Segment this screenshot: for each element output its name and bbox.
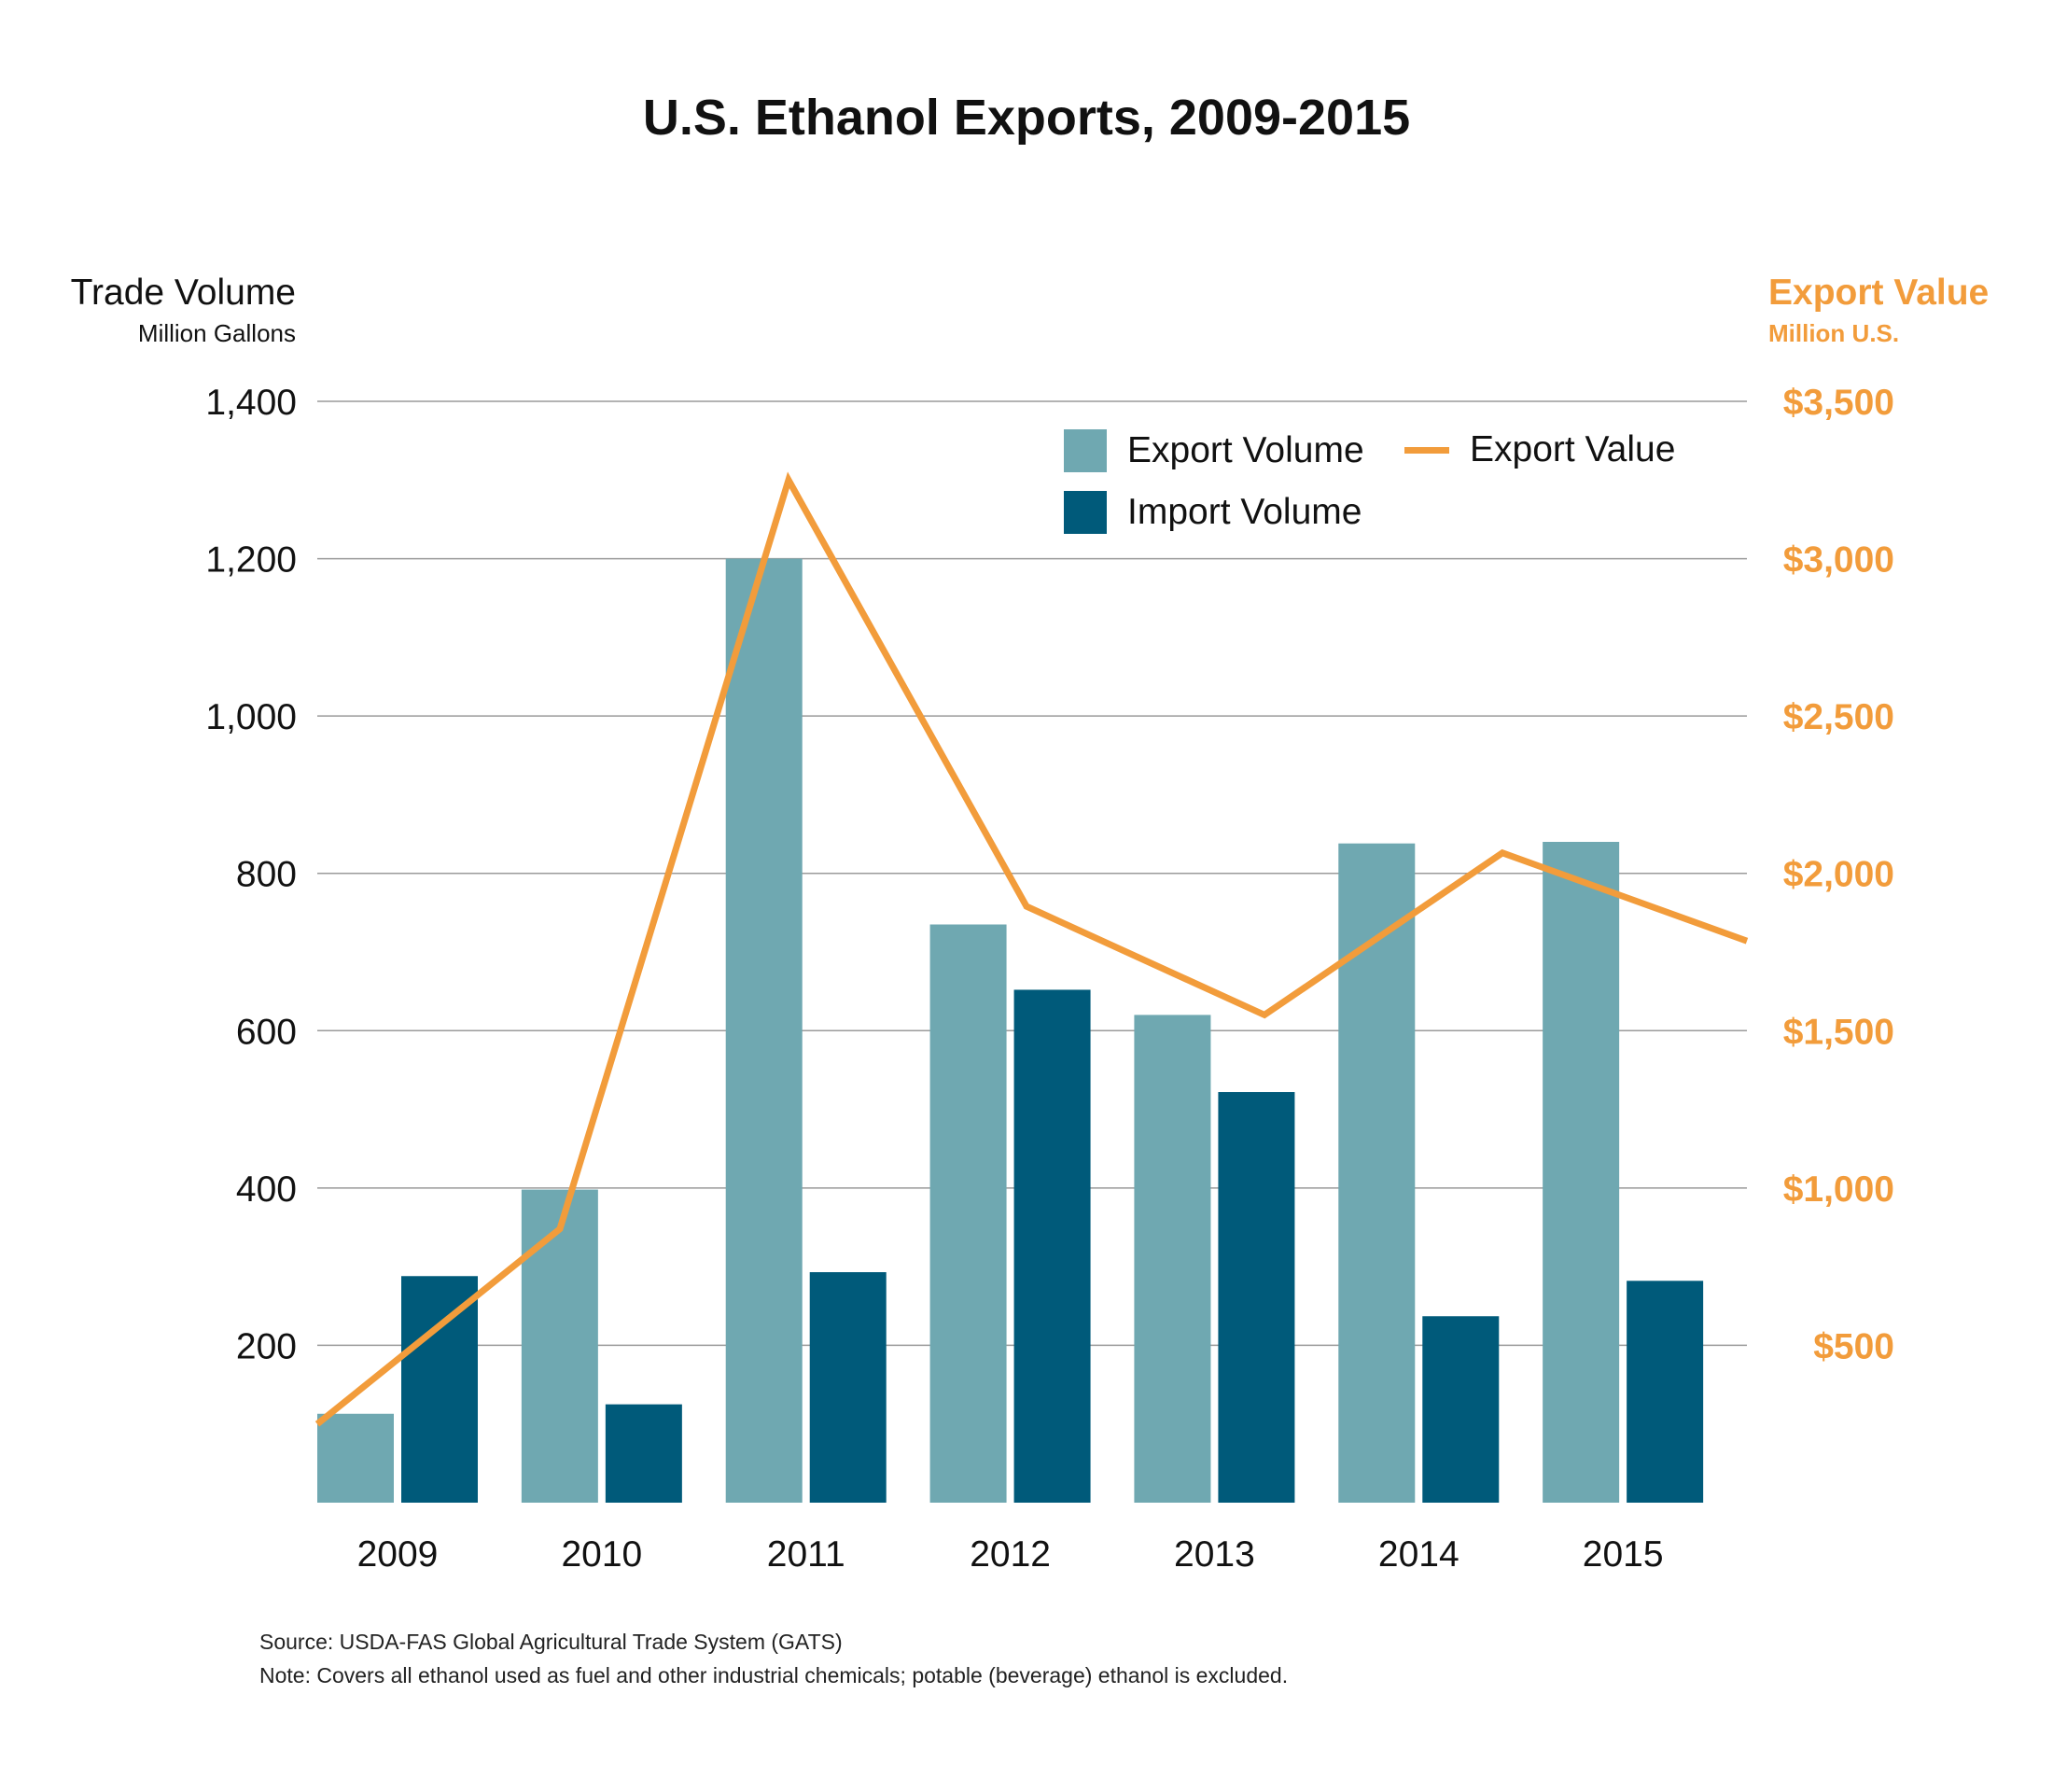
left-axis-subtitle: Million Gallons (137, 319, 296, 347)
chart-legend: Export Volume Import Volume Export Value (1064, 429, 1717, 560)
left-axis-tick-label: 200 (236, 1326, 297, 1366)
x-axis-tick-label: 2010 (561, 1534, 642, 1575)
left-axis-title: Trade Volume (70, 273, 296, 313)
export-volume-bar (1134, 1015, 1211, 1503)
coverage-note: Note: Covers all ethanol used as fuel an… (259, 1663, 1289, 1687)
right-axis-tick-label: $3,000 (1783, 540, 1894, 581)
export-volume-bar (929, 924, 1007, 1503)
legend-item-export-value: Export Value (1404, 429, 1675, 470)
right-axis-tick-label: $1,500 (1783, 1012, 1894, 1052)
x-axis-tick-label: 2011 (767, 1534, 845, 1575)
import-volume-bar (1422, 1316, 1500, 1503)
legend-item-import-volume: Import Volume (1064, 491, 1362, 534)
x-axis-tick-label: 2015 (1583, 1534, 1664, 1575)
import-volume-bar (809, 1272, 887, 1503)
legend-item-export-volume: Export Volume (1064, 429, 1364, 472)
left-axis-tick-label: 1,200 (205, 540, 297, 581)
x-axis-tick-label: 2012 (970, 1534, 1051, 1575)
import-volume-bar (1013, 989, 1091, 1503)
x-axis-tick-label: 2014 (1378, 1534, 1459, 1575)
x-axis-tick-label: 2009 (357, 1534, 439, 1575)
import-volume-bar (401, 1276, 478, 1503)
x-axis-tick-label: 2013 (1174, 1534, 1255, 1575)
right-axis-tick-label: $2,000 (1783, 855, 1894, 895)
right-axis-tick-label: $500 (1813, 1326, 1894, 1366)
right-axis-subtitle: Million U.S. (1768, 319, 1900, 347)
legend-label-export-value: Export Value (1470, 429, 1676, 469)
left-axis-tick-label: 400 (236, 1169, 297, 1210)
right-axis-tick-label: $3,500 (1783, 383, 1894, 423)
source-note: Source: USDA-FAS Global Agricultural Tra… (259, 1630, 843, 1654)
chart-title: U.S. Ethanol Exports, 2009-2015 (642, 90, 1411, 146)
import-volume-bar (1218, 1092, 1295, 1503)
legend-swatch-export-volume (1064, 429, 1107, 472)
export-volume-bar (725, 558, 803, 1503)
export-volume-bar (317, 1413, 394, 1503)
legend-swatch-export-value (1404, 446, 1449, 454)
export-volume-bar (1543, 842, 1620, 1503)
import-volume-bar (1627, 1281, 1704, 1503)
import-volume-bar (605, 1404, 682, 1503)
left-axis-tick-label: 600 (236, 1012, 297, 1052)
legend-label-import-volume: Import Volume (1127, 492, 1362, 532)
export-value-line (314, 471, 1749, 1427)
left-axis-tick-label: 1,400 (205, 383, 297, 423)
legend-label-export-volume: Export Volume (1127, 430, 1364, 470)
legend-swatch-import-volume (1064, 491, 1107, 534)
left-axis-tick-label: 800 (236, 855, 297, 895)
right-axis-tick-label: $2,500 (1783, 697, 1894, 737)
right-axis-tick-label: $1,000 (1783, 1169, 1894, 1210)
left-axis-tick-label: 1,000 (205, 697, 297, 737)
export-volume-bar (521, 1189, 598, 1503)
right-axis-title: Export Value (1768, 273, 1990, 313)
